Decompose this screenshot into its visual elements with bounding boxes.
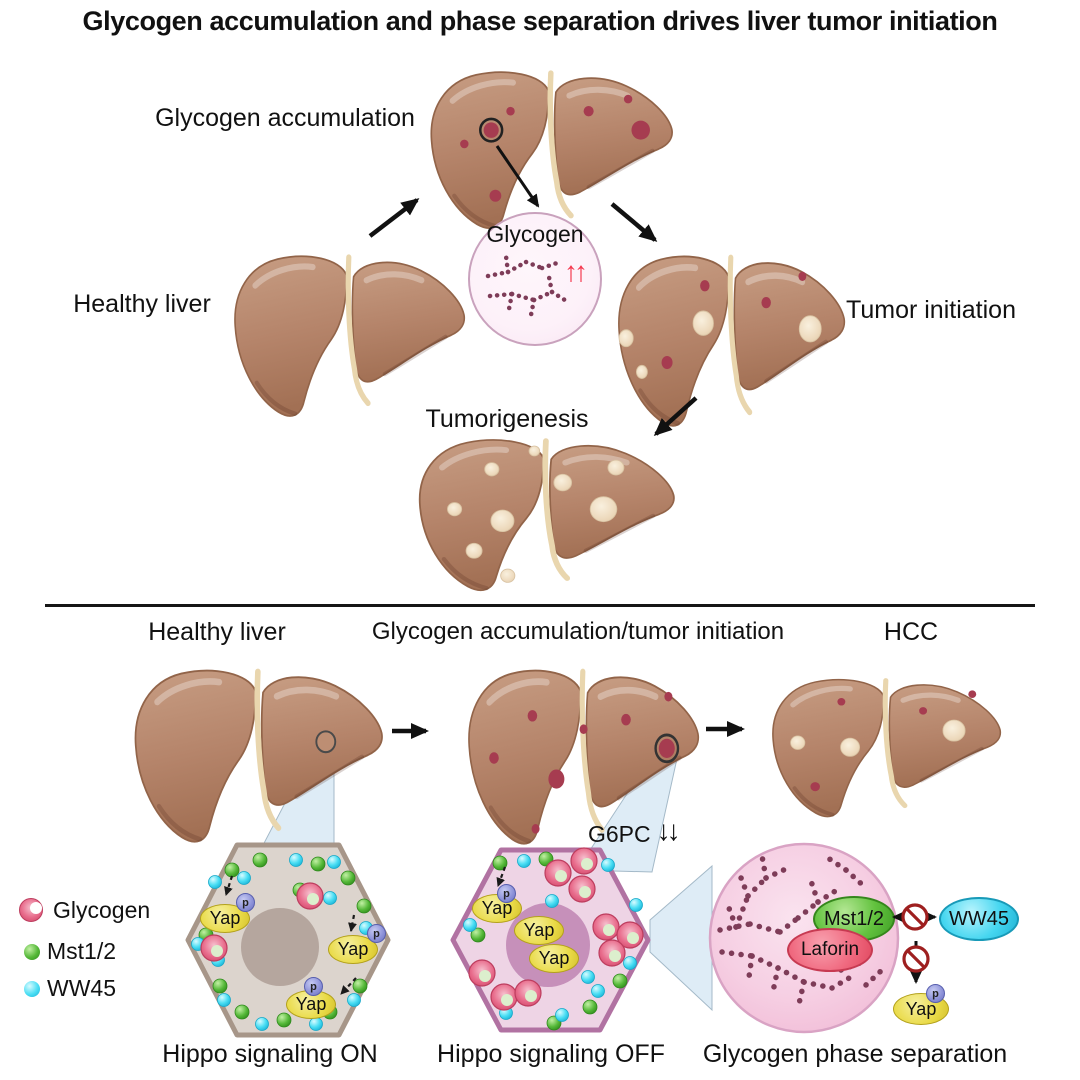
legend-label: Mst1/2 [47,938,117,964]
glycogen-sphere [568,875,596,903]
caption-phase-separation: Glycogen phase separation [702,1040,1008,1068]
p-label: p [932,987,939,1000]
magnify-cone-droplet [649,864,713,1012]
laforin-ellipse: Laforin [787,928,873,972]
ww45-dot-icon [24,980,40,997]
label-tumorigenesis: Tumorigenesis [425,405,589,433]
p-label: p [373,927,380,940]
phospho-tag: p [304,977,323,996]
magnifier-ring [654,733,680,764]
glycogen-inset-label: Glycogen [486,221,584,247]
p-label: p [503,887,510,900]
yap-label: Yap [337,939,369,959]
magnifier-ring [479,117,504,143]
yap-label: Yap [905,998,937,1019]
label-tumor-initiation: Tumor initiation [846,296,1016,324]
glycogen-sphere [490,983,518,1011]
liver-tumorigenesis [412,436,678,594]
g6pc-label: G6PC [588,820,651,847]
magnifier-ring [315,730,337,754]
phospho-tag: p [497,884,516,903]
liver-glycogen-accumulation [424,68,676,232]
mst-label: Mst1/2 [823,907,885,930]
section-divider [45,604,1035,607]
glycogen-sphere [570,847,598,875]
glycogen-sphere [514,979,542,1007]
yap-ellipse-nucleus: Yap [514,916,564,945]
figure-title: Glycogen accumulation and phase separati… [82,6,998,36]
glycogen-sphere-icon [19,898,43,922]
legend-item-mst: Mst1/2 [24,938,116,965]
glycogen-sphere [592,913,620,941]
legend-item-ww45: WW45 [24,975,116,1002]
p-label: p [242,896,249,909]
ww45-ellipse: WW45 [939,897,1019,941]
yap-label: Yap [209,908,241,928]
yap-label: Yap [481,898,513,918]
phospho-tag: p [367,924,386,943]
caption-hippo-off: Hippo signaling OFF [437,1040,665,1068]
glycogen-sphere [200,934,228,962]
phospho-tag: p [236,893,255,912]
yap-label: Yap [295,994,327,1014]
liver-hcc [766,676,1004,820]
phospho-tag: p [926,984,945,1003]
liver-glycogen-bottom [462,666,702,848]
glycogen-sphere [544,859,572,887]
yap-label: Yap [538,948,570,968]
legend-item-glycogen: Glycogen [18,896,150,924]
label-glycogen-accumulation: Glycogen accumulation [155,104,415,132]
caption-hippo-on: Hippo signaling ON [162,1040,378,1068]
label-healthy-liver-bottom: Healthy liver [148,618,286,646]
legend-label: WW45 [47,975,116,1001]
label-glycogen-tumor: Glycogen accumulation/tumor initiation [371,618,785,645]
nucleus [241,908,319,986]
liver-tumor-initiation [612,252,848,430]
laforin-label: Laforin [800,939,860,960]
yap-ellipse-nucleus: Yap [529,944,579,973]
glycogen-sphere [598,939,626,967]
mst-dot-icon [24,943,40,960]
glycogen-increase-arrows: ↑↑ [564,256,588,287]
glycogen-inset: Glycogen ↑↑ [468,212,602,346]
ww45-label: WW45 [949,907,1009,930]
g6pc-annotation: G6PC ↓↓ [588,815,681,850]
legend-label: Glycogen [53,896,151,923]
p-label: p [310,980,317,993]
g6pc-decrease-arrows: ↓↓ [656,815,681,846]
glycogen-sphere [468,959,496,987]
cell-hippo-on [185,842,391,1038]
label-hcc: HCC [883,618,939,646]
liver-healthy-bottom [128,666,386,846]
liver-healthy-top [228,252,468,420]
yap-label: Yap [523,920,555,940]
glycogen-chain-small [485,253,571,323]
glycogen-sphere [296,882,324,910]
label-healthy-liver-top: Healthy liver [73,290,211,318]
